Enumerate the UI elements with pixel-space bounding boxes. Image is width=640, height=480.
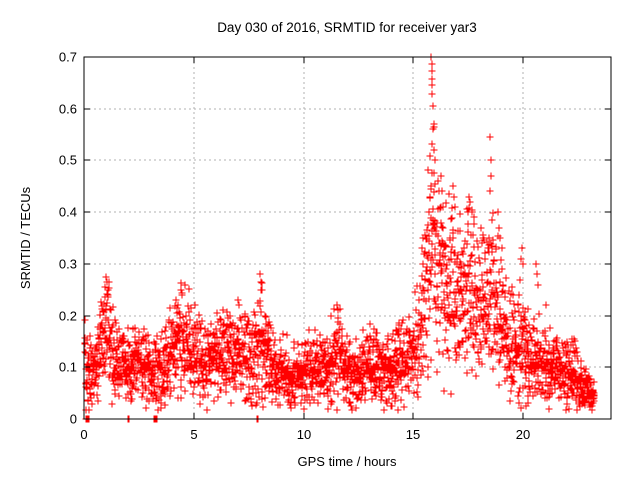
axis-tick-labels: 0 5 10 15 20 0 0.1 0.2 0.3 0.4 0.5 0.6 0.7 [59, 50, 530, 443]
scatter-series-srmtid [81, 53, 598, 423]
x-tick-label-5: 5 [190, 427, 197, 442]
scatter-points [81, 53, 598, 423]
y-tick-label-0: 0 [70, 412, 77, 427]
y-tick-label-0.4: 0.4 [59, 205, 77, 220]
y-axis-label: SRMTID / TECUs [18, 186, 33, 289]
x-tick-label-15: 15 [406, 427, 420, 442]
plot-border [83, 56, 612, 420]
chart-title: Day 030 of 2016, SRMTID for receiver yar… [217, 20, 477, 35]
y-tick-label-0.3: 0.3 [59, 257, 77, 272]
x-tick-label-10: 10 [297, 427, 311, 442]
y-tick-label-0.2: 0.2 [59, 309, 77, 324]
x-tick-label-0: 0 [80, 427, 87, 442]
y-tick-label-0.5: 0.5 [59, 153, 77, 168]
x-tick-label-20: 20 [516, 427, 530, 442]
y-tick-label-0.7: 0.7 [59, 50, 77, 65]
x-axis-label: GPS time / hours [298, 454, 397, 469]
y-tick-label-0.6: 0.6 [59, 102, 77, 117]
axis-ticks [83, 56, 611, 420]
plot-frame [83, 56, 612, 420]
y-tick-label-0.1: 0.1 [59, 360, 77, 375]
